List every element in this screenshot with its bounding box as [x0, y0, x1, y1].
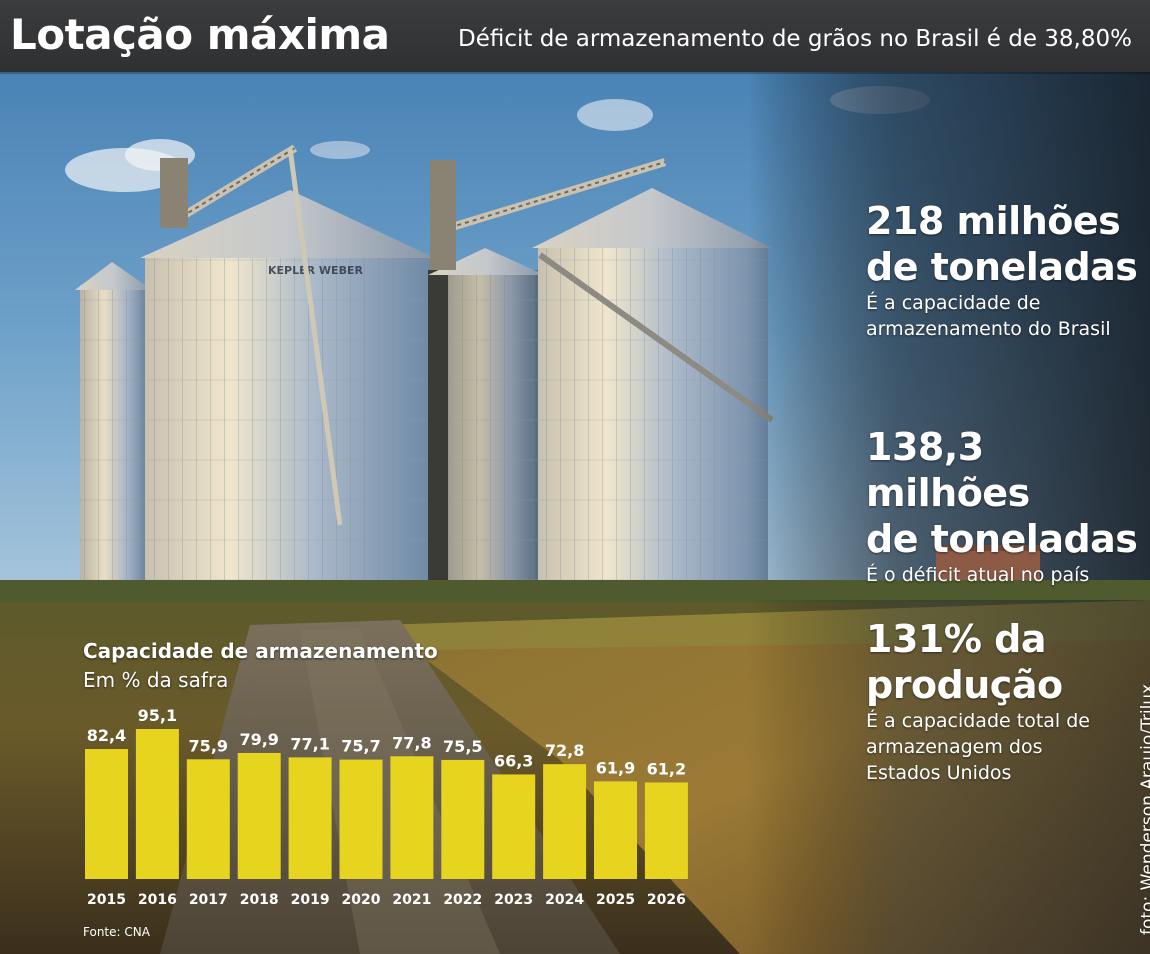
bar-2024 — [543, 764, 587, 879]
x-tick-label-2022: 2022 — [443, 892, 482, 908]
bar-value-label-2024: 72,8 — [545, 741, 584, 760]
fact-deficit-value-line1: 138,3 milhões — [866, 425, 1030, 515]
header-bar: Lotação máxima Déficit de armazenamento … — [0, 0, 1150, 72]
bar-value-label-2022: 75,5 — [443, 737, 482, 756]
bar-2019 — [288, 757, 332, 879]
bar-2022 — [441, 759, 485, 879]
x-tick-label-2023: 2023 — [494, 892, 533, 908]
bar-2020 — [339, 759, 383, 879]
fact-usa-value-line2: produção — [866, 663, 1063, 707]
chart-subtitle: Em % da safra — [83, 668, 229, 692]
x-tick-label-2019: 2019 — [291, 892, 330, 908]
x-tick-label-2021: 2021 — [392, 892, 431, 908]
bar-2018 — [237, 752, 281, 879]
fact-capacity: 218 milhões de toneladas É a capacidade … — [866, 198, 1138, 342]
x-tick-label-2025: 2025 — [596, 892, 635, 908]
fact-usa-desc-line1: É a capacidade total de — [866, 710, 1090, 732]
bar-2016 — [135, 729, 179, 879]
bar-value-label-2015: 82,4 — [87, 726, 126, 745]
x-tick-label-2018: 2018 — [240, 892, 279, 908]
bar-value-label-2023: 66,3 — [494, 751, 533, 770]
bar-value-label-2017: 75,9 — [189, 736, 228, 755]
fact-capacity-value-line2: de toneladas — [866, 245, 1138, 289]
bar-value-label-2026: 61,2 — [647, 759, 686, 778]
fact-capacity-value-line1: 218 milhões — [866, 199, 1121, 243]
chart-source: Fonte: CNA — [83, 925, 150, 939]
bar-2021 — [390, 756, 434, 879]
x-tick-label-2026: 2026 — [647, 892, 686, 908]
bar-2025 — [594, 781, 637, 879]
bar-value-label-2025: 61,9 — [596, 758, 635, 777]
bar-2017 — [186, 759, 230, 879]
bar-2015 — [85, 749, 128, 879]
bar-value-label-2020: 75,7 — [341, 737, 380, 756]
bar-value-label-2019: 77,1 — [290, 734, 329, 753]
x-tick-label-2017: 2017 — [189, 892, 228, 908]
page-title: Lotação máxima — [10, 10, 390, 59]
fact-usa: 131% da produção É a capacidade total de… — [866, 616, 1090, 786]
fact-capacity-desc-line2: armazenamento do Brasil — [866, 318, 1111, 340]
bar-value-label-2021: 77,8 — [392, 733, 431, 752]
fact-capacity-desc-line1: É a capacidade de — [866, 292, 1041, 314]
x-tick-label-2015: 2015 — [87, 892, 126, 908]
fact-deficit: 138,3 milhões de toneladas É o déficit a… — [866, 424, 1150, 588]
bar-value-label-2018: 79,9 — [239, 730, 278, 749]
bar-2023 — [492, 774, 536, 879]
fact-deficit-value-line2: de toneladas — [866, 517, 1138, 561]
fact-usa-desc-line2: armazenagem dos — [866, 736, 1043, 758]
fact-usa-value-line1: 131% da — [866, 617, 1046, 661]
fact-usa-desc-line3: Estados Unidos — [866, 762, 1012, 784]
x-tick-label-2020: 2020 — [342, 892, 381, 908]
fact-deficit-desc-line1: É o déficit atual no país — [866, 564, 1090, 586]
photo-credit: foto: Wenderson Araujo/Trilux — [1138, 683, 1150, 935]
x-tick-label-2024: 2024 — [545, 892, 584, 908]
page-subtitle: Déficit de armazenamento de grãos no Bra… — [457, 26, 1132, 52]
chart-title: Capacidade de armazenamento — [83, 639, 438, 663]
bar-2026 — [644, 782, 688, 879]
bar-value-label-2016: 95,1 — [138, 706, 177, 725]
x-tick-label-2016: 2016 — [138, 892, 177, 908]
